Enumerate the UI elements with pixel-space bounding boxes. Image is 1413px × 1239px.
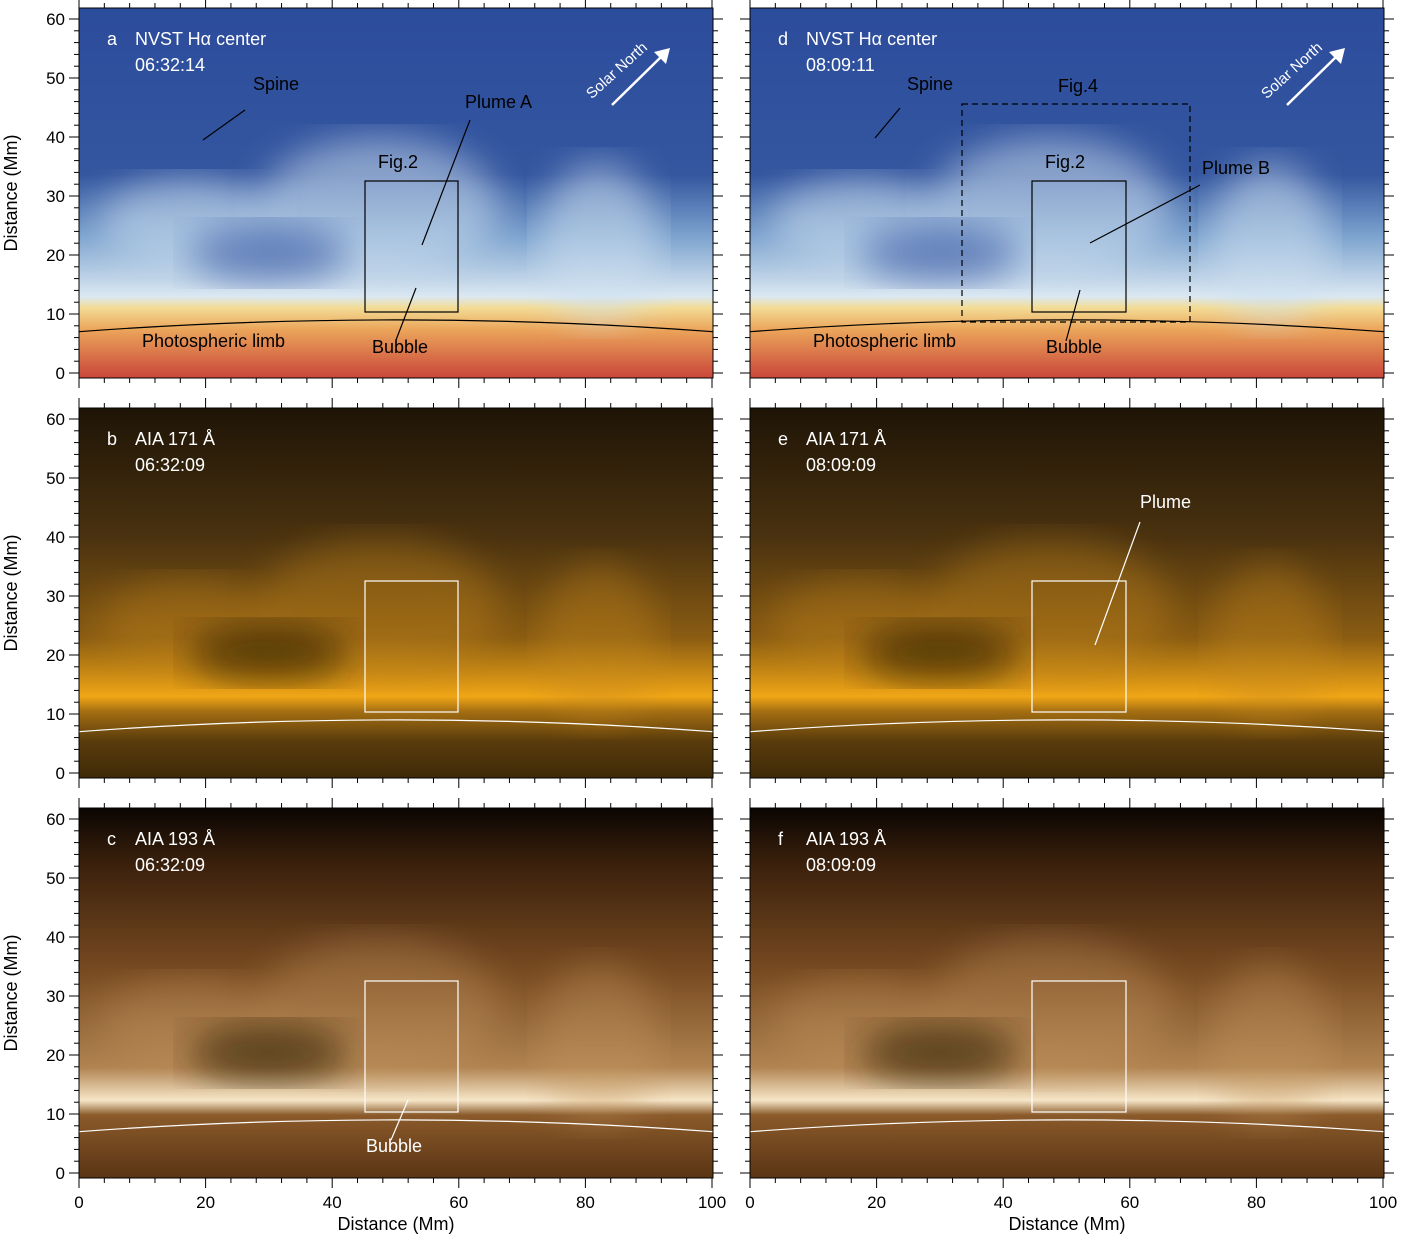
panel: 0 10 20 30 40 50 60 a NVST Hα center 06:32:14 Dist…	[1, 0, 723, 388]
panel-letter: e	[778, 429, 788, 449]
time-label: 06:32:09	[135, 855, 205, 875]
emission-feature	[539, 163, 659, 323]
instrument-label: NVST Hα center	[806, 29, 937, 49]
annotation: Fig.2	[1045, 152, 1085, 172]
panel-letter: d	[778, 29, 788, 49]
time-label: 06:32:09	[135, 455, 205, 475]
x-axis-title: Distance (Mm)	[1008, 1214, 1125, 1234]
x-tick-label: 80	[576, 1193, 595, 1212]
dark-cavity	[860, 1023, 1020, 1083]
x-tick-label: 60	[1120, 1193, 1139, 1212]
y-tick-label: 0	[56, 764, 65, 783]
x-tick-label: 40	[323, 1193, 342, 1212]
panel: 020406080100fAIA 193 Å08:09:09Distance (…	[740, 798, 1397, 1234]
annotation: Plume B	[1202, 158, 1270, 178]
emission-feature	[1210, 963, 1330, 1123]
time-label: 08:09:11	[806, 55, 875, 75]
emission-feature	[539, 963, 659, 1123]
time-label: 06:32:14	[135, 55, 205, 75]
dark-cavity	[860, 223, 1020, 283]
annotation: Fig.4	[1058, 76, 1098, 96]
x-tick-label: 20	[867, 1193, 886, 1212]
y-tick-label: 30	[46, 987, 65, 1006]
annotation: Bubble	[1046, 337, 1102, 357]
y-tick-label: 40	[46, 528, 65, 547]
panel: 0 10 20 30 40 50 60 b AIA 171 Å 06:32:09 Distance …	[1, 398, 723, 788]
y-tick-label: 0	[56, 1164, 65, 1183]
y-tick-label: 60	[46, 810, 65, 829]
panel: e AIA 171 Å 08:09:09 Plume	[740, 398, 1394, 788]
y-tick-label: 10	[46, 705, 65, 724]
emission-feature	[1210, 163, 1330, 323]
x-tick-label: 100	[698, 1193, 726, 1212]
y-tick-label: 20	[46, 246, 65, 265]
dark-cavity	[189, 223, 349, 283]
instrument-label: AIA 193 Å	[806, 829, 886, 849]
instrument-label: AIA 193 Å	[135, 829, 215, 849]
instrument-label: AIA 171 Å	[135, 429, 215, 449]
x-axis-title: Distance (Mm)	[337, 1214, 454, 1234]
time-label: 08:09:09	[806, 455, 876, 475]
panel: 0 10 20 30 40 50 60 0 20 40 60 80 100 c AIA 193 Å 06:32…	[1, 798, 726, 1234]
y-tick-label: 50	[46, 469, 65, 488]
panel: d NVST Hα center 08:09:11 Spine Fig.4 Fig.2 Pl…	[740, 0, 1394, 388]
annotation: Photospheric limb	[142, 331, 285, 351]
figure: 0 10 20 30 40 50 60 a NVST Hα center 06:32:14 Dist…	[0, 0, 1413, 1239]
panel-letter: a	[107, 29, 118, 49]
emission-feature	[539, 563, 659, 723]
y-tick-label: 40	[46, 128, 65, 147]
annotation: Spine	[253, 74, 299, 94]
y-tick-label: 40	[46, 928, 65, 947]
annotation: Fig.2	[378, 152, 418, 172]
x-tick-label: 0	[74, 1193, 83, 1212]
y-tick-label: 50	[46, 69, 65, 88]
y-axis-title: Distance (Mm)	[1, 134, 21, 251]
instrument-label: NVST Hα center	[135, 29, 266, 49]
y-tick-label: 0	[56, 364, 65, 383]
emission-feature	[1210, 563, 1330, 723]
dark-cavity	[189, 623, 349, 683]
y-axis-title: Distance (Mm)	[1, 534, 21, 651]
x-tick-label: 20	[196, 1193, 215, 1212]
panel-letter: b	[107, 429, 117, 449]
annotation: Bubble	[366, 1136, 422, 1156]
y-tick-label: 50	[46, 869, 65, 888]
annotation: Photospheric limb	[813, 331, 956, 351]
x-tick-label: 100	[1369, 1193, 1397, 1212]
instrument-label: AIA 171 Å	[806, 429, 886, 449]
annotation: Bubble	[372, 337, 428, 357]
dark-cavity	[860, 623, 1020, 683]
y-tick-label: 30	[46, 187, 65, 206]
y-tick-label: 20	[46, 1046, 65, 1065]
dark-cavity	[189, 1023, 349, 1083]
x-tick-label: 40	[994, 1193, 1013, 1212]
panel-letter: c	[107, 829, 116, 849]
y-axis-title: Distance (Mm)	[1, 934, 21, 1051]
y-tick-label: 10	[46, 305, 65, 324]
y-tick-label: 60	[46, 410, 65, 429]
time-label: 08:09:09	[806, 855, 876, 875]
y-tick-label: 20	[46, 646, 65, 665]
x-tick-label: 60	[449, 1193, 468, 1212]
annotation: Plume A	[465, 92, 532, 112]
annotation: Spine	[907, 74, 953, 94]
y-tick-label: 10	[46, 1105, 65, 1124]
annotation: Plume	[1140, 492, 1191, 512]
y-tick-label: 30	[46, 587, 65, 606]
x-tick-label: 80	[1247, 1193, 1266, 1212]
x-tick-label: 0	[745, 1193, 754, 1212]
y-tick-label: 60	[46, 10, 65, 29]
